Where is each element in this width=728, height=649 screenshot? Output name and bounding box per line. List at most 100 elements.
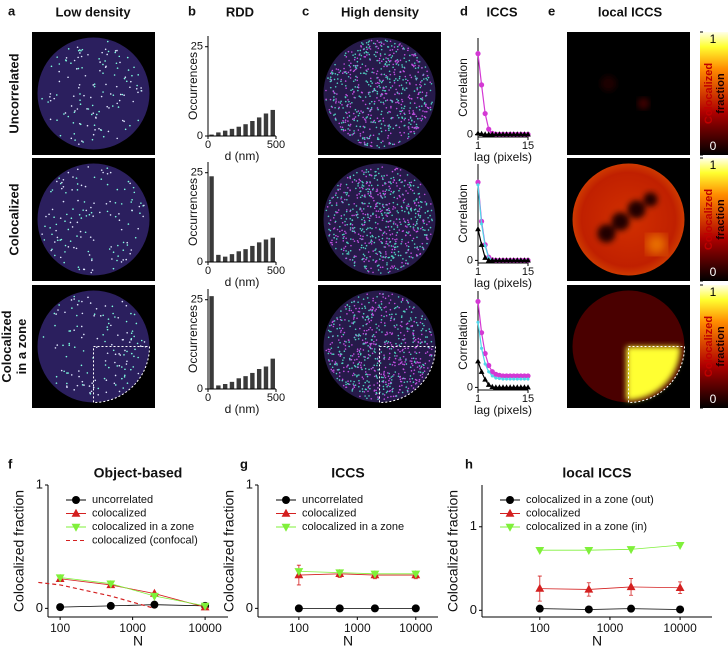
- image-dot: [423, 234, 426, 236]
- image-dot: [352, 238, 354, 241]
- image-dot: [420, 365, 423, 368]
- image-dot: [332, 228, 335, 230]
- image-dot: [382, 296, 384, 298]
- bar: [222, 130, 228, 136]
- image-dot: [355, 307, 357, 310]
- image-dot: [355, 187, 357, 190]
- bar: [243, 249, 248, 262]
- image-dot: [405, 259, 407, 262]
- x-tick-label: 10000: [399, 621, 433, 635]
- image-dot: [353, 230, 356, 233]
- image-dot: [129, 86, 131, 89]
- image-dot: [431, 219, 433, 222]
- image-dot: [328, 234, 330, 237]
- image-dot: [380, 314, 383, 317]
- image-dot: [340, 353, 343, 355]
- image-dot: [346, 112, 348, 115]
- image-dot: [72, 176, 74, 178]
- image-dot: [370, 239, 373, 242]
- image-dot: [358, 248, 361, 251]
- image-dot: [334, 194, 337, 196]
- image-dot: [370, 145, 373, 148]
- image-dot: [62, 185, 65, 188]
- image-dot: [332, 90, 335, 93]
- image-dot: [340, 248, 343, 251]
- image-dot: [417, 71, 420, 73]
- image-dot: [396, 197, 399, 200]
- image-dot: [366, 234, 368, 237]
- image-dot: [363, 126, 366, 128]
- image-dot: [347, 380, 349, 382]
- image-dot: [398, 385, 401, 388]
- image-dot: [41, 97, 43, 100]
- image-dot: [387, 127, 390, 130]
- image-dot: [414, 378, 417, 381]
- image-dot: [348, 367, 351, 370]
- y-axis-label: Correlation: [456, 184, 470, 243]
- image-dot: [422, 110, 424, 112]
- image-dot: [378, 62, 381, 64]
- image-dot: [380, 94, 382, 96]
- image-dot: [346, 241, 348, 244]
- image-dot: [394, 207, 396, 209]
- image-dot: [418, 105, 421, 108]
- image-dot: [402, 194, 404, 196]
- image-dot: [336, 335, 339, 337]
- image-dot: [419, 321, 422, 324]
- image-dot: [327, 77, 329, 79]
- image-dot: [356, 216, 359, 219]
- image-dot: [386, 64, 388, 66]
- image-dot: [403, 57, 406, 59]
- image-dot: [377, 396, 379, 398]
- image-dot: [368, 137, 371, 140]
- marker: [584, 605, 593, 614]
- image-dot: [93, 314, 95, 317]
- image-dot: [391, 255, 394, 257]
- image-dot: [95, 308, 98, 310]
- image-dot: [53, 216, 55, 218]
- image-dot: [375, 226, 377, 229]
- image-dot: [380, 113, 382, 116]
- y-tick-label: 0: [246, 600, 253, 615]
- image-dot: [392, 387, 394, 390]
- x-axis-label: d (nm): [225, 275, 260, 289]
- image-dot: [351, 230, 354, 232]
- image-dot: [347, 128, 349, 130]
- image-dot: [364, 143, 366, 146]
- image-dot: [404, 117, 406, 120]
- image-dot: [385, 86, 387, 88]
- image-dot: [386, 243, 389, 245]
- image-dot: [380, 42, 383, 44]
- image-dot: [362, 312, 365, 315]
- image-dot: [345, 237, 347, 240]
- image-dot: [416, 223, 418, 225]
- y-tick-label: 25: [191, 167, 203, 179]
- image-dot: [382, 376, 384, 379]
- image-dot: [85, 215, 88, 217]
- image-dot: [386, 174, 388, 177]
- marker: [584, 546, 594, 555]
- marker: [584, 584, 594, 593]
- image-dot: [381, 237, 384, 240]
- image-dot: [412, 228, 415, 230]
- image-dot: [390, 106, 392, 109]
- image-dot: [363, 141, 366, 144]
- image-dot: [359, 58, 362, 60]
- image-dot: [371, 234, 374, 237]
- image-dot: [131, 209, 133, 212]
- image-dot: [414, 246, 416, 249]
- y-tick-label: 0: [467, 381, 473, 393]
- image-dot: [73, 389, 75, 391]
- image-dot: [417, 248, 420, 251]
- image-dot: [88, 385, 91, 387]
- image-dot: [70, 217, 73, 219]
- image-dot: [138, 205, 141, 208]
- image-dot: [383, 87, 385, 89]
- marker: [512, 377, 516, 381]
- image-dot: [344, 119, 347, 121]
- image-dot: [368, 174, 371, 176]
- image-dot: [403, 381, 406, 384]
- image-dot: [79, 123, 82, 126]
- image-dot: [70, 137, 73, 140]
- image-dot: [352, 353, 355, 355]
